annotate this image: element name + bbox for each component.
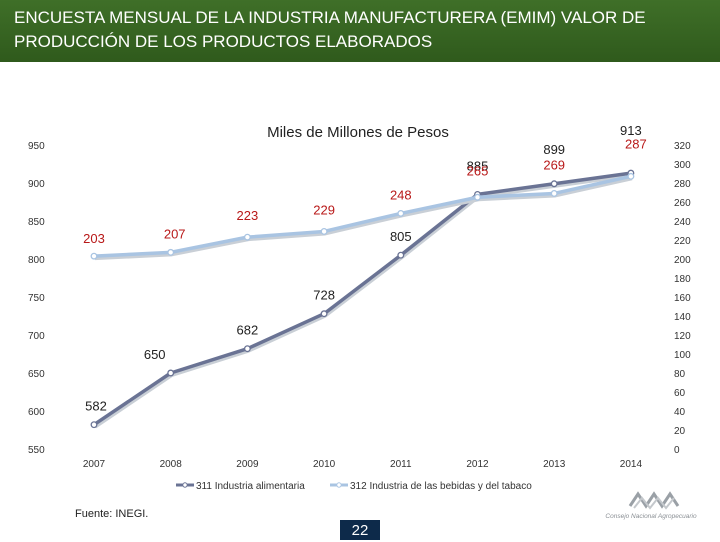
series-312-point xyxy=(474,193,481,201)
series-311-data-label: 899 xyxy=(543,142,565,157)
series-311-data-label: 682 xyxy=(237,323,259,338)
x-tick-label: 2008 xyxy=(160,459,183,470)
cna-logo-icon: Consejo Nacional Agropecuario xyxy=(605,491,697,520)
right-tick-label: 20 xyxy=(674,426,686,437)
series-312-data-label: 207 xyxy=(164,226,186,241)
series-312-data-label: 265 xyxy=(467,163,489,178)
series-311-data-label: 728 xyxy=(313,288,335,303)
series-312-point xyxy=(397,209,405,217)
right-tick-label: 0 xyxy=(674,445,680,456)
x-tick-label: 2010 xyxy=(313,459,336,470)
series-311-data-label: 913 xyxy=(620,123,642,138)
data-labels: 582 650 682 728 805 885 899 913 203 207 223 229 248 2… xyxy=(83,123,647,414)
x-tick-label: 2009 xyxy=(236,459,259,470)
series-311-data-label: 582 xyxy=(85,399,107,414)
x-tick-label: 2014 xyxy=(620,459,643,470)
series-311-point xyxy=(243,345,251,353)
right-tick-label: 220 xyxy=(674,236,691,247)
series-311-point xyxy=(397,251,405,259)
x-tick-label: 2007 xyxy=(83,459,106,470)
series-312-data-label: 248 xyxy=(390,187,412,202)
right-tick-label: 300 xyxy=(674,160,691,171)
series-312-data-label: 203 xyxy=(83,231,105,246)
left-axis: 950 900 850 800 750 700 650 600 550 xyxy=(28,141,45,456)
series-311-data-label: 885 xyxy=(467,158,489,173)
left-tick-label: 950 xyxy=(28,141,45,152)
x-axis: 2007 2008 2009 2010 2011 2012 2013 2014 xyxy=(83,459,643,470)
right-tick-label: 40 xyxy=(674,407,686,418)
right-tick-label: 280 xyxy=(674,179,691,190)
legend-label: 311 Industria alimentaria xyxy=(196,481,305,492)
series-312-line xyxy=(93,174,632,258)
right-tick-label: 120 xyxy=(674,331,691,342)
left-tick-label: 900 xyxy=(28,179,45,190)
series-312-point xyxy=(167,248,175,256)
left-tick-label: 750 xyxy=(28,293,45,304)
series-311-data-label: 805 xyxy=(390,229,412,244)
series-312-point xyxy=(320,227,328,235)
right-tick-label: 240 xyxy=(674,217,691,228)
logo-text: Consejo Nacional Agropecuario xyxy=(605,513,697,520)
right-tick-label: 200 xyxy=(674,255,691,266)
page-number: 22 xyxy=(340,520,380,540)
right-tick-label: 100 xyxy=(674,350,691,361)
left-tick-label: 550 xyxy=(28,445,45,456)
legend-marker xyxy=(182,482,188,488)
title-bar xyxy=(0,0,720,62)
series-312-data-label: 229 xyxy=(313,202,335,217)
series-lines xyxy=(90,169,635,429)
series-311-point xyxy=(90,421,98,429)
series-311-point xyxy=(550,180,558,188)
left-tick-label: 600 xyxy=(28,407,45,418)
series-shadow xyxy=(94,176,633,261)
right-tick-label: 80 xyxy=(674,369,686,380)
series-312-point xyxy=(550,189,558,197)
series-311-point xyxy=(167,369,175,377)
x-tick-label: 2012 xyxy=(466,459,489,470)
series-311-data-label: 650 xyxy=(144,347,166,362)
x-tick-label: 2013 xyxy=(543,459,566,470)
legend: 311 Industria alimentaria 312 Industria d… xyxy=(176,481,532,492)
series-312-data-label: 269 xyxy=(543,157,565,172)
left-tick-label: 650 xyxy=(28,369,45,380)
series-312-point xyxy=(627,172,635,180)
right-tick-label: 180 xyxy=(674,274,691,285)
right-tick-label: 140 xyxy=(674,312,691,323)
x-tick-label: 2011 xyxy=(390,459,412,470)
series-312-point xyxy=(90,252,98,260)
series-311-point xyxy=(320,310,328,318)
slide-title: ENCUESTA MENSUAL DE LA INDUSTRIA MANUFAC… xyxy=(14,8,646,51)
source-note: Fuente: INEGI. xyxy=(75,508,149,520)
right-tick-label: 260 xyxy=(674,198,691,209)
right-tick-label: 60 xyxy=(674,388,686,399)
right-axis: 3203002802602402202001801601401201008060… xyxy=(674,141,691,456)
legend-marker xyxy=(336,482,342,488)
series-312-data-label: 287 xyxy=(625,136,647,151)
series-312-point xyxy=(243,233,251,241)
series-shadow xyxy=(93,173,633,429)
right-tick-label: 320 xyxy=(674,141,691,152)
legend-label: 312 Industria de las bebidas y del tabac… xyxy=(350,481,532,492)
left-tick-label: 800 xyxy=(28,255,45,266)
right-tick-label: 160 xyxy=(674,293,691,304)
left-tick-label: 700 xyxy=(28,331,45,342)
chart-title: Miles de Millones de Pesos xyxy=(267,124,449,141)
series-312-data-label: 223 xyxy=(237,208,259,223)
series-311-line xyxy=(93,171,632,427)
left-tick-label: 850 xyxy=(28,217,45,228)
